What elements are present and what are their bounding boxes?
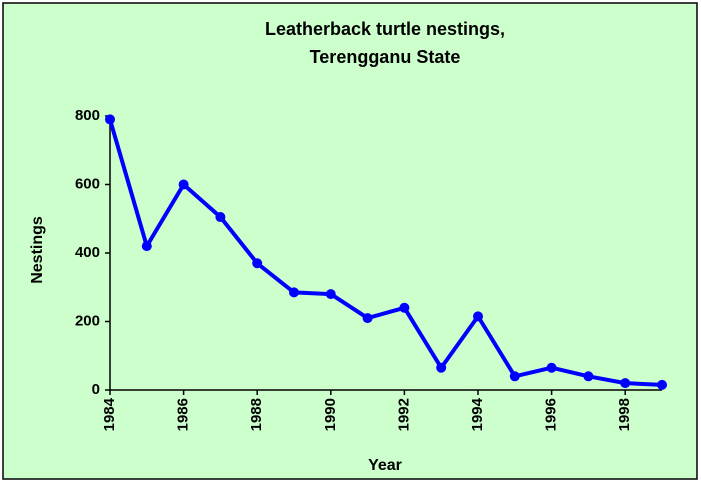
y-tick-label: 800: [75, 107, 100, 124]
data-point: [105, 114, 115, 125]
data-point: [362, 313, 373, 324]
data-point: [473, 311, 483, 322]
data-point: [399, 302, 410, 313]
data-point: [325, 289, 336, 300]
data-line: [108, 118, 663, 387]
data-point: [436, 362, 447, 373]
data-point: [620, 378, 631, 389]
data-point: [289, 287, 299, 298]
y-tick-label: 200: [75, 312, 100, 329]
y-tick-label: 600: [75, 175, 100, 192]
data-point: [215, 212, 226, 223]
y-tick-label: 0: [92, 381, 100, 398]
chart-subtitle: Terengganu State: [310, 47, 461, 67]
y-tick-label: 400: [75, 244, 100, 261]
data-point: [509, 371, 520, 382]
x-tick-label: 1996: [543, 398, 560, 431]
data-point: [178, 179, 189, 190]
x-tick-label: 1994: [469, 397, 486, 431]
x-tick-label: 1998: [616, 398, 633, 431]
x-tick-label: 1992: [395, 398, 412, 431]
y-axis-label: Nestings: [29, 216, 46, 284]
x-tick-label: 1988: [248, 398, 265, 431]
data-point: [252, 258, 263, 269]
data-point: [657, 379, 667, 390]
x-tick-label: 1990: [322, 398, 339, 431]
x-axis-label: Year: [368, 457, 402, 474]
x-tick-label: 1986: [175, 398, 192, 431]
data-point: [583, 371, 594, 382]
data-point: [546, 362, 557, 373]
x-tick-label: 1984: [101, 397, 118, 431]
data-point: [141, 241, 152, 252]
chart-title: Leatherback turtle nestings,: [265, 19, 505, 39]
